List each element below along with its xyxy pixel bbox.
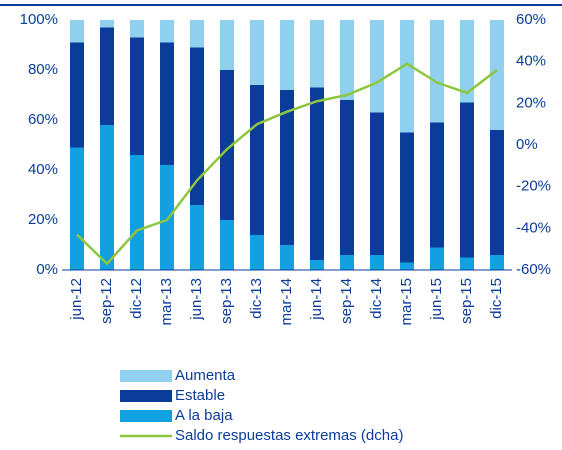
bar-segment bbox=[190, 20, 204, 48]
bar-segment bbox=[100, 125, 114, 270]
y-tick-label: 100% bbox=[20, 11, 58, 28]
bar-segment bbox=[370, 20, 384, 113]
bar-segment bbox=[310, 260, 324, 270]
legend-label: A la baja bbox=[175, 407, 233, 424]
x-tick-label: sep-12 bbox=[98, 278, 115, 324]
y-tick-label: 40% bbox=[28, 161, 58, 178]
x-tick-label: jun-12 bbox=[68, 278, 85, 321]
bar-segment bbox=[280, 20, 294, 90]
bar-segment bbox=[160, 42, 174, 165]
y-tick-label: 80% bbox=[28, 61, 58, 78]
x-tick-label: jun-13 bbox=[188, 278, 205, 321]
bar-segment bbox=[70, 42, 84, 148]
bar-segment bbox=[220, 20, 234, 70]
bar-segment bbox=[430, 122, 444, 248]
x-tick-label: sep-13 bbox=[218, 278, 235, 324]
bar-segment bbox=[460, 102, 474, 258]
bar-segment bbox=[430, 20, 444, 123]
bar-segment bbox=[280, 90, 294, 245]
bar-segment bbox=[340, 255, 354, 270]
bar-segment bbox=[280, 245, 294, 270]
y-tick-label: 60% bbox=[28, 111, 58, 128]
bar-segment bbox=[400, 262, 414, 270]
bar-segment bbox=[490, 20, 504, 130]
bar-segment bbox=[460, 257, 474, 270]
bar-segment bbox=[130, 37, 144, 155]
legend-label: Aumenta bbox=[175, 367, 236, 384]
bar-segment bbox=[100, 20, 114, 28]
bar-segment bbox=[370, 255, 384, 270]
bar-segment bbox=[160, 20, 174, 43]
bar-segment bbox=[340, 100, 354, 255]
x-tick-label: dic-12 bbox=[128, 278, 145, 319]
bar-segment bbox=[130, 155, 144, 270]
bar-segment bbox=[100, 27, 114, 125]
bar-segment bbox=[160, 165, 174, 270]
bar-segment bbox=[430, 247, 444, 270]
x-tick-label: sep-15 bbox=[458, 278, 475, 324]
y2-tick-label: 0% bbox=[516, 136, 538, 153]
bar-segment bbox=[190, 47, 204, 205]
x-tick-label: jun-14 bbox=[308, 278, 325, 321]
bar-segment bbox=[250, 20, 264, 85]
bar-segment bbox=[490, 130, 504, 255]
bar-segment bbox=[220, 220, 234, 270]
x-tick-label: mar-15 bbox=[398, 278, 415, 326]
x-tick-label: dic-13 bbox=[248, 278, 265, 319]
y2-tick-label: 60% bbox=[516, 11, 546, 28]
y-tick-label: 20% bbox=[28, 211, 58, 228]
x-tick-label: dic-15 bbox=[488, 278, 505, 319]
legend-label: Estable bbox=[175, 387, 225, 404]
y2-tick-label: 20% bbox=[516, 94, 546, 111]
bar-segment bbox=[70, 20, 84, 43]
bar-segment bbox=[310, 87, 324, 260]
bar-segment bbox=[310, 20, 324, 88]
y2-tick-label: -40% bbox=[516, 219, 551, 236]
bar-segment bbox=[130, 20, 144, 38]
x-tick-label: jun-15 bbox=[428, 278, 445, 321]
x-tick-label: mar-14 bbox=[278, 278, 295, 326]
legend-swatch bbox=[120, 370, 172, 382]
bar-segment bbox=[70, 147, 84, 270]
x-tick-label: sep-14 bbox=[338, 278, 355, 324]
bar-segment bbox=[490, 255, 504, 270]
bar-segment bbox=[220, 70, 234, 220]
legend-swatch bbox=[120, 410, 172, 422]
line-series bbox=[76, 62, 498, 266]
y-tick-label: 0% bbox=[36, 261, 58, 278]
legend-swatch bbox=[120, 390, 172, 402]
bar-segment bbox=[460, 20, 474, 103]
bar-segment bbox=[370, 112, 384, 255]
y2-tick-label: -20% bbox=[516, 178, 551, 195]
bar-segment bbox=[190, 205, 204, 270]
bar-segment bbox=[400, 20, 414, 133]
y2-tick-label: -60% bbox=[516, 261, 551, 278]
legend-label: Saldo respuestas extremas (dcha) bbox=[175, 427, 403, 444]
bar-segment bbox=[250, 235, 264, 270]
x-tick-label: mar-13 bbox=[158, 278, 175, 326]
bar-segment bbox=[400, 132, 414, 263]
x-tick-label: dic-14 bbox=[368, 278, 385, 319]
bar-segment bbox=[250, 85, 264, 235]
bar-segment bbox=[340, 20, 354, 100]
y2-tick-label: 40% bbox=[516, 53, 546, 70]
